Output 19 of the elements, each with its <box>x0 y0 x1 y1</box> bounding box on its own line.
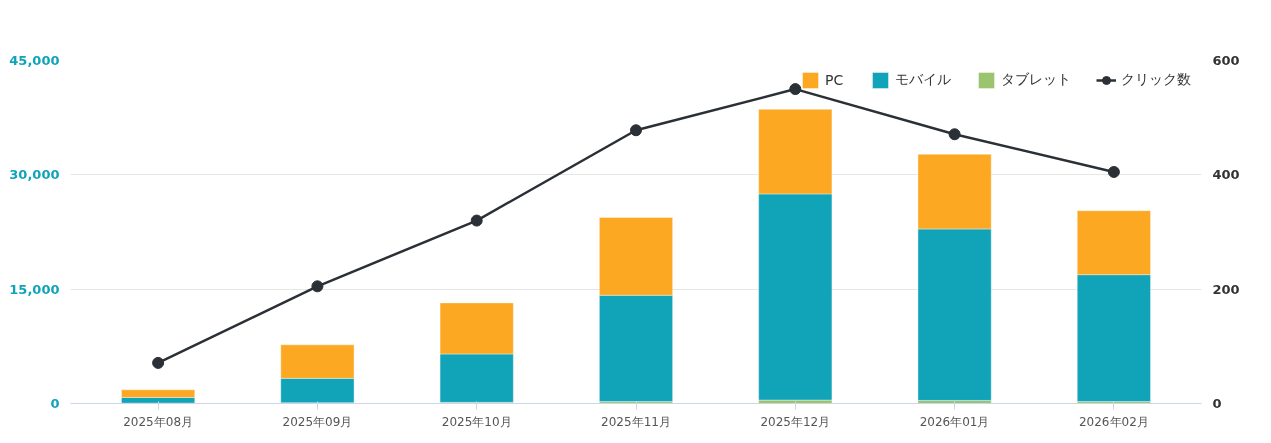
legend-label: クリック数 <box>1121 71 1191 89</box>
x-tick-label: 2025年12月 <box>760 414 831 429</box>
x-tick-label: 2025年10月 <box>441 414 512 429</box>
y-tick-label: 45,000 <box>9 53 60 68</box>
legend-label: モバイル <box>895 71 951 89</box>
legend-label: タブレット <box>1001 71 1071 89</box>
y-tick-label: 15,000 <box>9 281 60 297</box>
y2-tick-label: 600 <box>1212 53 1240 68</box>
x-tick-label: 2025年08月 <box>123 414 194 429</box>
x-tick-label: 2026年01月 <box>919 414 990 429</box>
y2-tick-label: 200 <box>1212 281 1240 297</box>
x-tick-label: 2025年09月 <box>282 414 353 429</box>
y-tick-label: 0 <box>50 396 60 411</box>
x-tick-label: 2025年11月 <box>601 414 671 429</box>
y2-tick-label: 400 <box>1212 167 1240 183</box>
x-tick-label: 2026年02月 <box>1078 414 1149 429</box>
legend-label: PC <box>825 72 845 88</box>
y2-tick-label: 0 <box>1212 396 1222 411</box>
y-tick-label: 30,000 <box>9 167 60 183</box>
